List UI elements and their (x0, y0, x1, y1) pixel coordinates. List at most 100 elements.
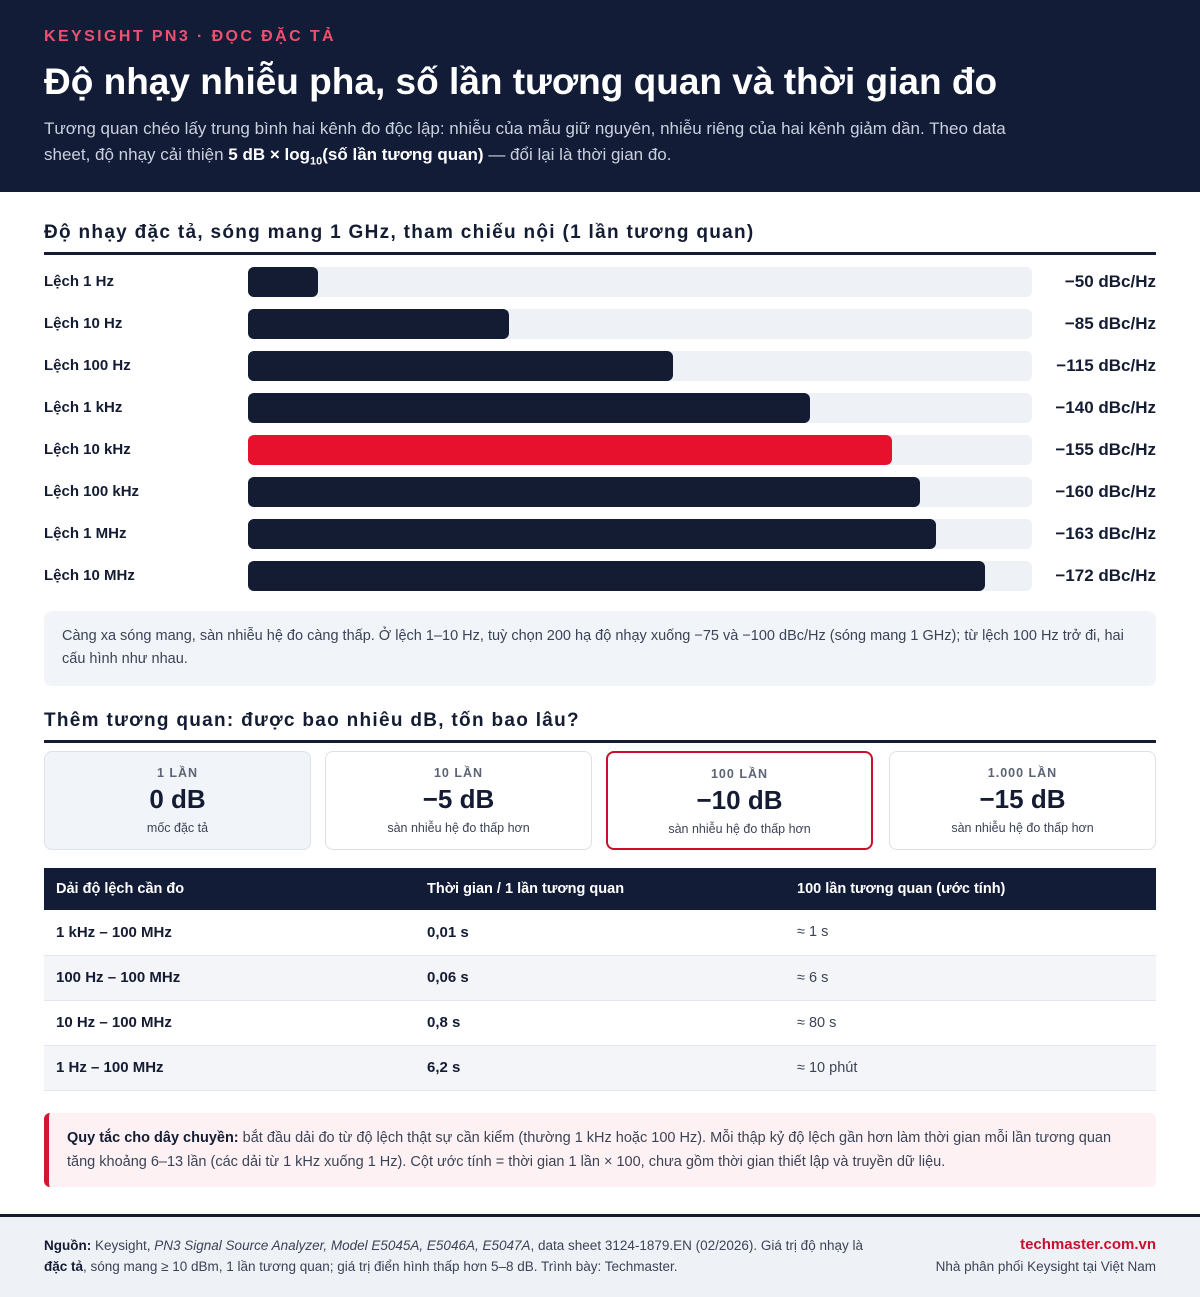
source-text: Keysight, (91, 1238, 155, 1253)
bar-label: Lệch 100 kHz (44, 483, 140, 500)
bar-track (248, 561, 1032, 591)
bar-track (248, 477, 1032, 507)
bar (248, 561, 985, 591)
production-rule-callout: Quy tắc cho dây chuyền: bắt đầu dải đo t… (44, 1113, 1156, 1187)
bar (248, 435, 892, 465)
table-header: Dải độ lệch cần đo (44, 868, 415, 910)
footer: Nguồn: Keysight, PN3 Signal Source Analy… (0, 1214, 1200, 1297)
card-value: −10 dB (696, 785, 783, 815)
bar-value-label: −163 dBc/Hz (1055, 524, 1156, 543)
table-cell: ≈ 6 s (785, 955, 1156, 1001)
bar-track (248, 519, 1032, 549)
subtitle-formula-sub: 10 (310, 155, 323, 168)
card-sub: sàn nhiễu hệ đo thấp hơn (387, 821, 530, 835)
source-label: Nguồn: (44, 1238, 92, 1253)
table-cell: 1 kHz – 100 MHz (44, 910, 415, 956)
bar-row: Lệch 1 MHz −163 dBc/Hz (44, 519, 1156, 549)
bar-track (248, 309, 1032, 339)
bar (248, 519, 936, 549)
bar-row: Lệch 10 kHz −155 dBc/Hz (44, 435, 1156, 465)
table-cell: 1 Hz – 100 MHz (44, 1045, 415, 1091)
bar-track (248, 351, 1032, 381)
table-cell: 6,2 s (415, 1045, 785, 1091)
bar-label: Lệch 1 kHz (44, 399, 123, 416)
kicker: KEYSIGHT PN3 · ĐỌC ĐẶC TẢ (44, 28, 337, 45)
chart-note: Càng xa sóng mang, sàn nhiễu hệ đo càng … (44, 611, 1156, 686)
bar-value-label: −172 dBc/Hz (1055, 566, 1156, 585)
bar-value-label: −115 dBc/Hz (1056, 356, 1156, 375)
correlation-section: Thêm tương quan: được bao nhiêu dB, tốn … (44, 710, 1156, 743)
source-text: , sóng mang ≥ 10 dBm, 1 lần tương quan; … (83, 1259, 678, 1274)
bar-row: Lệch 10 Hz −85 dBc/Hz (44, 309, 1156, 339)
bar-value-label: −155 dBc/Hz (1055, 440, 1156, 459)
page-subtitle: Tương quan chéo lấy trung bình hai kênh … (44, 116, 1034, 174)
correlation-cards: 1 LẦN 0 dB mốc đặc tả 10 LẦN −5 dB sàn n… (44, 751, 1156, 851)
site-link[interactable]: techmaster.com.vn (1020, 1236, 1156, 1253)
table-row: 10 Hz – 100 MHz 0,8 s ≈ 80 s (44, 1000, 1156, 1046)
table-cell: ≈ 80 s (785, 1000, 1156, 1046)
rule-text: bắt đầu dải đo từ độ lệch thật sự cần ki… (67, 1130, 1112, 1170)
table-cell: 10 Hz – 100 MHz (44, 1000, 415, 1046)
source-text: , data sheet 3124-1879.EN (02/2026). Giá… (530, 1238, 863, 1253)
card-sub: sàn nhiễu hệ đo thấp hơn (951, 821, 1094, 835)
section-rule (44, 252, 1156, 255)
bar-label: Lệch 10 Hz (44, 315, 123, 332)
card-value: 0 dB (149, 784, 206, 814)
card-label: 1 LẦN (156, 766, 199, 780)
card-label: 100 LẦN (710, 767, 769, 781)
bar-row: Lệch 10 MHz −172 dBc/Hz (44, 561, 1156, 591)
card-1000x: 1.000 LẦN −15 dB sàn nhiễu hệ đo thấp hơ… (889, 751, 1156, 850)
table-cell: ≈ 1 s (785, 910, 1156, 956)
subtitle-text-1: Tương quan chéo lấy trung bình hai kênh … (44, 119, 1006, 164)
bar-row: Lệch 100 Hz −115 dBc/Hz (44, 351, 1156, 381)
source-note: Nguồn: Keysight, PN3 Signal Source Analy… (44, 1235, 884, 1277)
bar-label: Lệch 100 Hz (44, 357, 131, 374)
bar-chart: Lệch 1 Hz −50 dBc/Hz Lệch 10 Hz −85 dBc/Hz L… (44, 267, 1156, 607)
bar (248, 351, 673, 381)
bar (248, 267, 318, 297)
table-row: 1 kHz – 100 MHz 0,01 s ≈ 1 s (44, 910, 1156, 956)
table-header: Thời gian / 1 lần tương quan (415, 868, 785, 910)
bar-track (248, 267, 1032, 297)
bar-value-label: −140 dBc/Hz (1055, 398, 1156, 417)
table-row: 1 Hz – 100 MHz 6,2 s ≈ 10 phút (44, 1045, 1156, 1091)
table-cell: 100 Hz – 100 MHz (44, 955, 415, 1001)
bar-label: Lệch 10 MHz (44, 567, 135, 584)
card-sub: mốc đặc tả (146, 821, 209, 835)
card-10x: 10 LẦN −5 dB sàn nhiễu hệ đo thấp hơn (325, 751, 592, 850)
subtitle-formula-a: 5 dB × log (228, 145, 311, 164)
bar-label: Lệch 1 Hz (44, 273, 115, 290)
table-cell: 0,06 s (415, 955, 785, 1001)
header: KEYSIGHT PN3 · ĐỌC ĐẶC TẢ Độ nhạy nhiễu … (0, 0, 1200, 192)
bar-row: Lệch 100 kHz −160 dBc/Hz (44, 477, 1156, 507)
table-row: 100 Hz – 100 MHz 0,06 s ≈ 6 s (44, 955, 1156, 1001)
bar (248, 309, 509, 339)
bar-track (248, 435, 1032, 465)
page-title: Độ nhạy nhiễu pha, số lần tương quan và … (44, 61, 998, 102)
bar-label: Lệch 1 MHz (44, 525, 127, 542)
card-label: 1.000 LẦN (987, 766, 1058, 780)
bar-track (248, 393, 1032, 423)
table-cell: 0,8 s (415, 1000, 785, 1046)
section2-title: Thêm tương quan: được bao nhiêu dB, tốn … (44, 710, 580, 731)
card-1x: 1 LẦN 0 dB mốc đặc tả (44, 751, 311, 850)
rule-label: Quy tắc cho dây chuyền: (67, 1130, 239, 1146)
bar-value-label: −160 dBc/Hz (1055, 482, 1156, 501)
card-value: −15 dB (979, 784, 1066, 814)
card-label: 10 LẦN (433, 766, 484, 780)
source-emphasis: đặc tả (44, 1259, 84, 1274)
card-value: −5 dB (422, 784, 495, 814)
footer-brand: techmaster.com.vn Nhà phân phối Keysight… (936, 1236, 1156, 1274)
subtitle-formula-b: (số lần tương quan) (322, 145, 484, 164)
bar-row: Lệch 1 kHz −140 dBc/Hz (44, 393, 1156, 423)
source-doc-title: PN3 Signal Source Analyzer, Model E5045A… (154, 1238, 531, 1253)
distributor-tagline: Nhà phân phối Keysight tại Việt Nam (935, 1259, 1156, 1274)
table-cell: ≈ 10 phút (785, 1045, 1156, 1091)
bar (248, 393, 810, 423)
subtitle-text-2: — đổi lại là thời gian đo. (483, 145, 672, 164)
table-header-row: Dải độ lệch cần đo Thời gian / 1 lần tươ… (44, 868, 1156, 910)
table-header: 100 lần tương quan (ước tính) (785, 868, 1156, 910)
bar-value-label: −85 dBc/Hz (1064, 314, 1156, 333)
sensitivity-section: Độ nhạy đặc tả, sóng mang 1 GHz, tham ch… (44, 222, 1156, 607)
timing-table: Dải độ lệch cần đo Thời gian / 1 lần tươ… (44, 868, 1156, 1091)
